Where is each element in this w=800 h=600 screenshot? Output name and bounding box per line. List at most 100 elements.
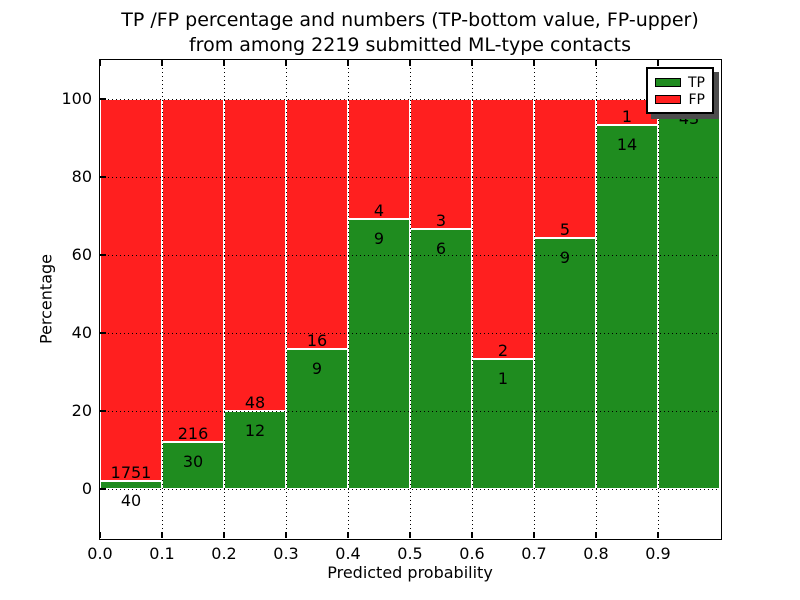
tp-count-label-5: 6 [435,239,447,259]
bar-segment-fp-7 [534,99,596,239]
bar-segment-fp-3 [286,99,348,349]
gridline-y-40 [100,332,720,334]
fp-count-label-8: 1 [621,107,633,127]
x-tick-top-0.4 [347,60,349,66]
x-axis-label: Predicted probability [327,563,493,582]
bar-segment-fp-0 [100,99,162,481]
fp-count-label-2: 48 [244,393,266,413]
y-tick-left-80 [100,176,106,178]
x-tick-bottom-0.2 [223,532,225,538]
x-tick-label-0.1: 0.1 [149,544,175,563]
x-tick-bottom-0 [99,532,101,538]
chart-title-line2: from among 2219 submitted ML-type contac… [188,34,632,56]
gridline-x-0.3 [285,60,287,538]
gridline-x-0.1 [161,60,163,538]
y-tick-left-100 [100,98,106,100]
x-tick-bottom-0.5 [409,532,411,538]
tp-count-label-8: 14 [616,135,638,155]
x-tick-top-0.1 [161,60,163,66]
legend-swatch-tp [655,78,681,87]
fp-count-label-5: 3 [435,211,447,231]
x-tick-label-0.3: 0.3 [273,544,299,563]
x-tick-label-0.7: 0.7 [521,544,547,563]
tp-count-label-1: 30 [182,451,204,471]
bar-segment-tp-4 [348,219,410,490]
gridline-x-0.6 [471,60,473,538]
x-tick-bottom-0.6 [471,532,473,538]
y-tick-left-0 [100,488,106,490]
gridline-x-0.7 [533,60,535,538]
gridline-y-60 [100,254,720,256]
fp-count-label-6: 2 [497,341,509,361]
x-tick-bottom-0.3 [285,532,287,538]
x-tick-top-0.7 [533,60,535,66]
chart-title: TP /FP percentage and numbers (TP-bottom… [100,8,720,58]
x-tick-bottom-0.7 [533,532,535,538]
x-tick-top-0.8 [595,60,597,66]
bar-segment-tp-7 [534,238,596,490]
x-tick-label-0.4: 0.4 [335,544,361,563]
gridline-x-0.4 [347,60,349,538]
tp-count-label-0: 40 [120,490,142,510]
x-tick-top-0.3 [285,60,287,66]
gridline-x-0.2 [223,60,225,538]
tp-count-label-7: 9 [559,248,571,268]
legend-label-tp: TP [688,74,705,91]
bar-segment-tp-3 [286,348,348,490]
y-tick-label-100: 100 [61,89,92,109]
x-tick-bottom-0.8 [595,532,597,538]
bar-segment-tp-2 [224,411,286,490]
gridline-x-0.5 [409,60,411,538]
plot-area: 1751 40 216 30 48 12 16 9 4 9 3 6 2 1 5 9 1 14 43 0.0 0.1 0.2… [61,58,722,563]
x-tick-top-0.6 [471,60,473,66]
y-tick-left-40 [100,332,106,334]
fp-count-label-3: 16 [306,330,328,350]
x-tick-top-0.2 [223,60,225,66]
tp-count-label-6: 1 [497,369,509,389]
bar-segment-fp-5 [410,99,472,230]
x-tick-label-0.5: 0.5 [397,544,423,563]
gridline-x-0.8 [595,60,597,538]
bar-segment-tp-8 [596,125,658,490]
fp-count-label-0: 1751 [110,462,152,482]
gridline-y-20 [100,410,720,412]
y-tick-label-60: 60 [71,245,92,265]
x-tick-bottom-0.9 [657,532,659,538]
x-tick-top-0 [99,60,101,66]
bar-segment-fp-1 [162,99,224,442]
fp-count-label-1: 216 [177,423,209,443]
x-tick-top-0.5 [409,60,411,66]
legend-label-fp: FP [688,91,706,108]
tp-count-label-2: 12 [244,421,266,441]
x-tick-label-0.2: 0.2 [211,544,237,563]
bar-segment-fp-6 [472,99,534,360]
y-tick-label-80: 80 [71,167,92,187]
bar-segment-tp-9 [658,99,720,490]
x-tick-label-0.8: 0.8 [583,544,609,563]
y-tick-label-0: 0 [81,479,92,499]
gridline-y-80 [100,176,720,178]
bar-segment-tp-5 [410,229,472,490]
x-tick-label-0.6: 0.6 [459,544,485,563]
fp-count-label-7: 5 [559,220,571,240]
bar-segment-tp-6 [472,359,534,490]
x-tick-bottom-0.1 [161,532,163,538]
y-tick-left-60 [100,254,106,256]
legend-swatch-fp [655,95,681,104]
tp-count-label-3: 9 [311,358,323,378]
fp-count-label-4: 4 [373,201,385,221]
y-tick-label-20: 20 [71,401,92,421]
x-tick-label-0.0: 0.0 [87,544,113,563]
y-tick-left-20 [100,410,106,412]
y-tick-label-40: 40 [71,323,92,343]
legend-item-fp: FP [655,91,705,108]
chart-title-line1: TP /FP percentage and numbers (TP-bottom… [121,9,699,31]
x-tick-label-0.9: 0.9 [645,544,671,563]
legend: TP FP [646,67,714,114]
gridline-y-0 [100,488,720,490]
legend-item-tp: TP [655,74,705,91]
x-tick-top-0.9 [657,60,659,66]
gridline-y-100 [100,98,720,100]
gridline-x-0.9 [657,60,659,538]
